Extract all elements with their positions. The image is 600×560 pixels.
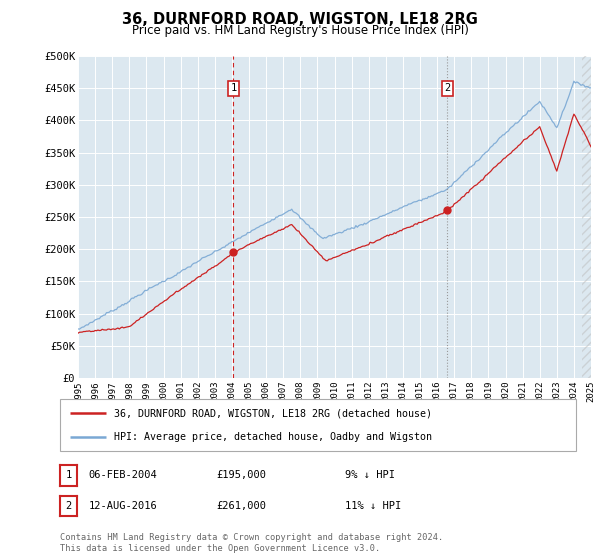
Text: 36, DURNFORD ROAD, WIGSTON, LE18 2RG (detached house): 36, DURNFORD ROAD, WIGSTON, LE18 2RG (de… [114,408,432,418]
Text: 9% ↓ HPI: 9% ↓ HPI [345,470,395,480]
Text: 1: 1 [230,83,236,93]
Text: 1: 1 [65,470,71,480]
Text: 06-FEB-2004: 06-FEB-2004 [89,470,158,480]
Text: 2: 2 [65,501,71,511]
Text: 11% ↓ HPI: 11% ↓ HPI [345,501,401,511]
Text: HPI: Average price, detached house, Oadby and Wigston: HPI: Average price, detached house, Oadb… [114,432,432,442]
FancyBboxPatch shape [60,399,576,451]
Text: £261,000: £261,000 [216,501,266,511]
Text: Price paid vs. HM Land Registry's House Price Index (HPI): Price paid vs. HM Land Registry's House … [131,24,469,36]
Text: 36, DURNFORD ROAD, WIGSTON, LE18 2RG: 36, DURNFORD ROAD, WIGSTON, LE18 2RG [122,12,478,27]
Text: 12-AUG-2016: 12-AUG-2016 [89,501,158,511]
Text: 2: 2 [444,83,451,93]
Text: £195,000: £195,000 [216,470,266,480]
Text: Contains HM Land Registry data © Crown copyright and database right 2024.
This d: Contains HM Land Registry data © Crown c… [60,533,443,553]
